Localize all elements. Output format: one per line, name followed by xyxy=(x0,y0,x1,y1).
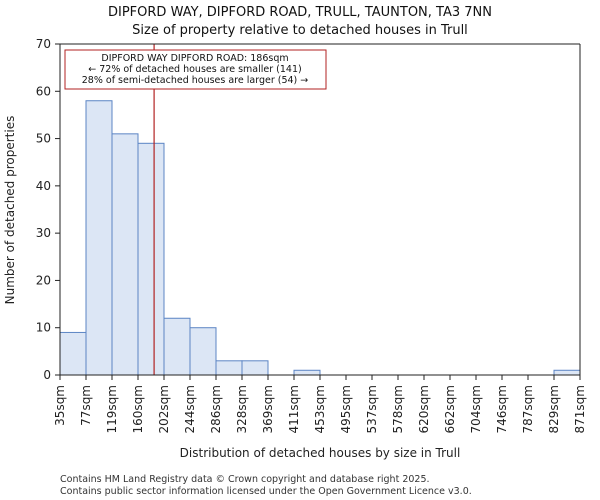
y-tick-label: 40 xyxy=(36,179,51,193)
x-tick-label: 244sqm xyxy=(183,385,197,433)
x-tick-label: 328sqm xyxy=(235,385,249,433)
x-tick-label: 77sqm xyxy=(79,385,93,426)
x-tick-label: 746sqm xyxy=(495,385,509,433)
bar-160sqm xyxy=(137,142,165,376)
x-tick-label: 202sqm xyxy=(157,385,171,433)
footer-line-2: Contains public sector information licen… xyxy=(60,486,472,497)
annotation-line-3: 28% of semi-detached houses are larger (… xyxy=(82,75,309,86)
x-tick-label: 662sqm xyxy=(443,385,457,433)
bar-328sqm xyxy=(241,360,269,376)
x-tick-label: 871sqm xyxy=(573,385,587,433)
x-tick-label: 119sqm xyxy=(105,385,119,433)
x-tick-label: 369sqm xyxy=(261,385,275,433)
bars-layer xyxy=(59,100,581,376)
bar-244sqm xyxy=(189,327,217,376)
annotation-box: DIPFORD WAY DIPFORD ROAD: 186sqm ← 72% o… xyxy=(64,49,327,90)
y-tick-label: 50 xyxy=(36,132,51,146)
annotation-line-2: ← 72% of detached houses are smaller (14… xyxy=(88,64,301,75)
y-tick-label: 60 xyxy=(36,84,51,98)
y-tick-label: 10 xyxy=(36,321,51,335)
y-axis-label: Number of detached properties xyxy=(3,116,17,305)
annotation-frame xyxy=(64,49,327,90)
chart-title: DIPFORD WAY, DIPFORD ROAD, TRULL, TAUNTO… xyxy=(108,5,492,20)
x-tick-label: 495sqm xyxy=(339,385,353,433)
bar-77sqm xyxy=(85,100,113,376)
x-tick-label: 160sqm xyxy=(131,385,145,433)
bar-202sqm xyxy=(163,317,191,376)
y-tick-label: 30 xyxy=(36,226,51,240)
bar-35sqm xyxy=(59,331,87,376)
y-tick-label: 20 xyxy=(36,273,51,287)
bar-119sqm xyxy=(111,133,139,376)
x-tick-label: 787sqm xyxy=(521,385,535,433)
x-tick-label: 35sqm xyxy=(53,385,67,426)
x-tick-label: 620sqm xyxy=(417,385,431,433)
x-tick-label: 453sqm xyxy=(313,385,327,433)
x-tick-label: 829sqm xyxy=(547,385,561,433)
annotation-line-1: DIPFORD WAY DIPFORD ROAD: 186sqm xyxy=(101,53,288,64)
footer-line-1: Contains HM Land Registry data © Crown c… xyxy=(60,474,430,485)
y-tick-label: 0 xyxy=(43,368,51,382)
x-axis-ticks: 35sqm 77sqm 119sqm 160sqm 202sqm 244sqm 286sqm… xyxy=(53,375,587,433)
x-tick-label: 704sqm xyxy=(469,385,483,433)
bar-829sqm xyxy=(553,369,581,376)
x-tick-label: 411sqm xyxy=(287,385,301,433)
bar-411sqm xyxy=(293,369,321,376)
bar-286sqm xyxy=(215,360,243,376)
x-tick-label: 537sqm xyxy=(365,385,379,433)
x-tick-label: 578sqm xyxy=(391,385,405,433)
x-axis-label: Distribution of detached houses by size … xyxy=(180,446,461,460)
chart-subtitle: Size of property relative to detached ho… xyxy=(132,23,468,38)
y-axis-ticks: 0 10 20 30 40 50 60 70 xyxy=(36,37,60,382)
x-tick-label: 286sqm xyxy=(209,385,223,433)
y-tick-label: 70 xyxy=(36,37,51,51)
